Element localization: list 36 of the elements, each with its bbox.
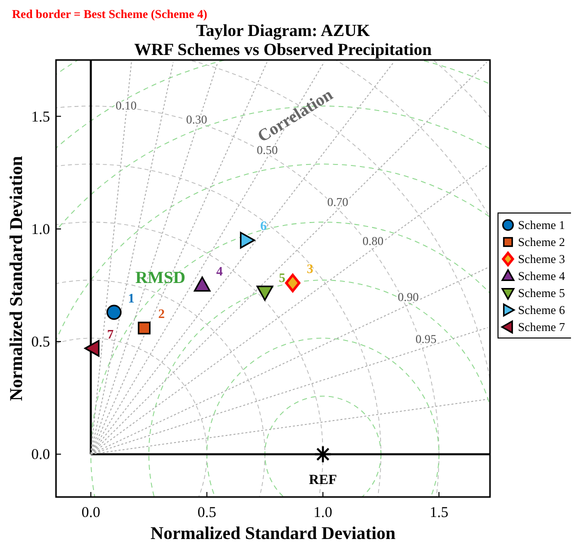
legend-label: Scheme 3 bbox=[518, 252, 565, 266]
annotation: REF bbox=[308, 473, 337, 488]
x-tick-label: 0.5 bbox=[197, 505, 216, 521]
legend-label: Scheme 4 bbox=[518, 269, 565, 283]
series-label: 0.30 bbox=[186, 112, 208, 127]
x-tick-label: 1.0 bbox=[314, 505, 332, 521]
annotation: 3 bbox=[306, 261, 314, 276]
y-tick-label: 1.5 bbox=[31, 109, 50, 126]
annotation: 2 bbox=[158, 306, 165, 322]
legend-label: Scheme 1 bbox=[518, 218, 565, 232]
text: Red border = Best Scheme (Scheme 4) bbox=[12, 7, 208, 21]
series-label: 0.95 bbox=[415, 332, 436, 346]
x-tick-label: 0.0 bbox=[81, 505, 100, 521]
annotation: 6 bbox=[260, 218, 268, 234]
y-tick-label: 1.0 bbox=[31, 222, 50, 238]
series-label: 0.10 bbox=[116, 98, 137, 113]
series-label: 0.50 bbox=[256, 142, 278, 157]
y-tick-label: 0.5 bbox=[31, 334, 50, 351]
annotation: RMSD bbox=[135, 268, 186, 288]
legend-label: Scheme 7 bbox=[518, 320, 565, 334]
x-tick-label: 1.5 bbox=[430, 505, 448, 521]
legend-label: Scheme 6 bbox=[518, 303, 565, 317]
annotation: 7 bbox=[107, 326, 114, 342]
legend-label: Scheme 2 bbox=[518, 235, 565, 249]
y-tick-label: 0.0 bbox=[31, 447, 50, 464]
annotation: 4 bbox=[216, 263, 224, 278]
annotation: 5 bbox=[278, 270, 286, 286]
series-label: 0.70 bbox=[327, 194, 348, 209]
legend-label: Scheme 5 bbox=[518, 286, 565, 300]
series-label: 0.80 bbox=[362, 234, 384, 248]
chart-subtitle: WRF Schemes vs Observed Precipitation bbox=[134, 40, 432, 59]
y-axis-title: Normalized Standard Deviation bbox=[6, 156, 26, 401]
annotation: 1 bbox=[128, 290, 135, 306]
series-label: 0.90 bbox=[398, 290, 419, 304]
x-axis-title: Normalized Standard Deviation bbox=[150, 523, 396, 543]
chart-title: Taylor Diagram: AZUK bbox=[196, 21, 371, 40]
